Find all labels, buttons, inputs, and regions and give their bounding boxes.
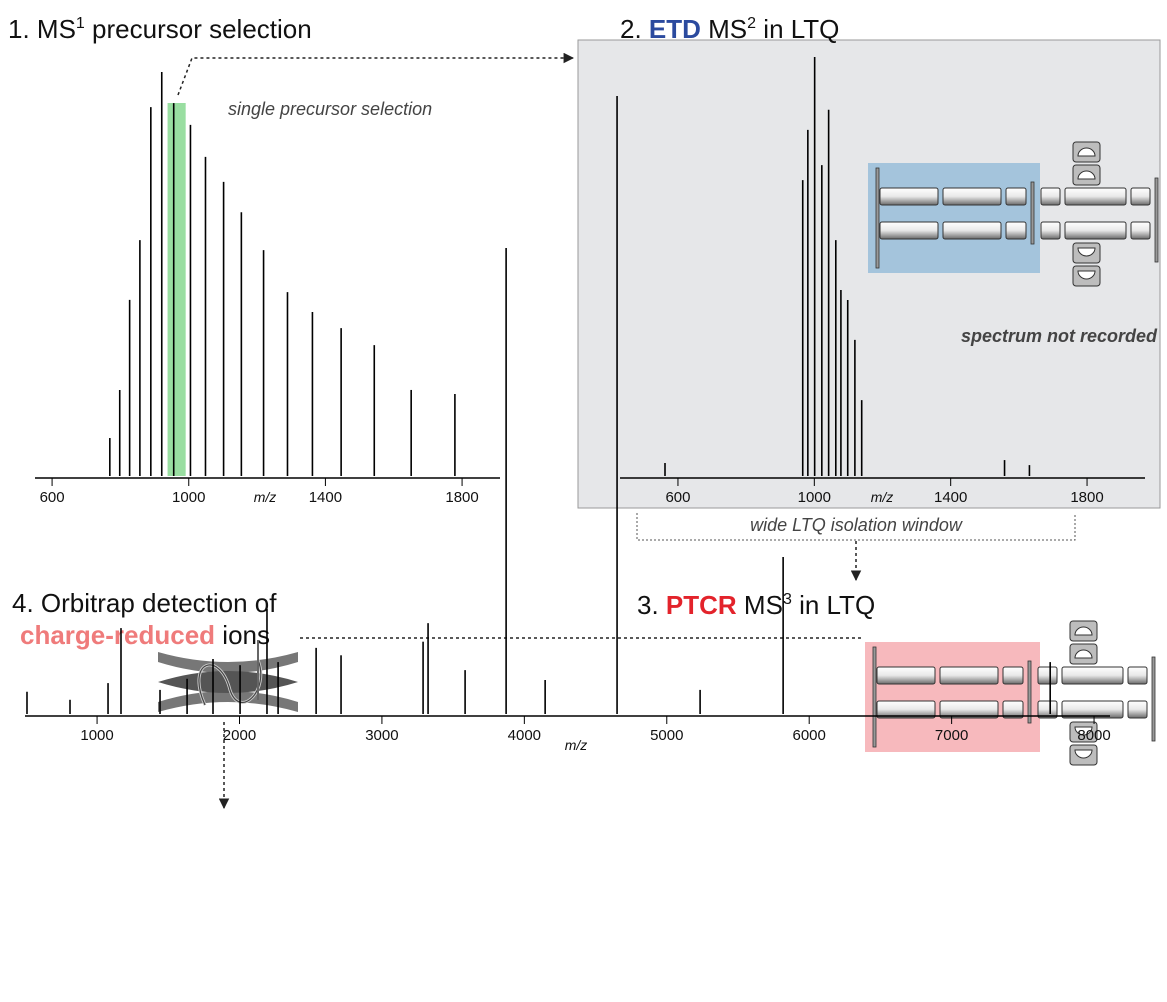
panel-title: 1. MS1 precursor selection — [8, 14, 312, 44]
x-tick-label: 2000 — [223, 727, 256, 744]
x-tick-label: 8000 — [1077, 727, 1110, 744]
x-axis-label: m/z — [871, 489, 894, 505]
x-tick-label: 6000 — [793, 727, 826, 744]
ltq-highlight — [865, 642, 1040, 752]
selection-window — [167, 103, 186, 476]
annotation: spectrum not recorded — [961, 326, 1158, 346]
x-tick-label: 1800 — [445, 489, 478, 506]
x-tick-label: 1000 — [798, 489, 831, 506]
panel-title: 2. ETD MS2 in LTQ — [620, 14, 839, 44]
x-tick-label: 1000 — [80, 727, 113, 744]
step-title: 3. PTCR MS3 in LTQ — [637, 590, 875, 620]
x-tick-label: 3000 — [365, 727, 398, 744]
orbitrap-icon — [158, 640, 298, 712]
annotation: single precursor selection — [228, 99, 432, 119]
panel-title: 4. Orbitrap detection of — [12, 588, 277, 618]
x-tick-label: 1800 — [1070, 489, 1103, 506]
x-tick-label: 7000 — [935, 727, 968, 744]
panel-background — [577, 39, 1161, 509]
x-tick-label: 1400 — [309, 489, 342, 506]
x-tick-label: 600 — [40, 489, 65, 506]
panel-title: charge-reduced ions — [20, 620, 270, 650]
connector — [177, 52, 1076, 810]
x-tick-label: 4000 — [508, 727, 541, 744]
annotation: wide LTQ isolation window — [750, 515, 963, 535]
ltq-highlight — [868, 163, 1040, 273]
x-tick-label: 1400 — [934, 489, 967, 506]
x-axis-label: m/z — [565, 737, 588, 753]
x-axis-label: m/z — [254, 489, 277, 505]
x-tick-label: 5000 — [650, 727, 683, 744]
x-tick-label: 600 — [665, 489, 690, 506]
x-tick-label: 1000 — [172, 489, 205, 506]
